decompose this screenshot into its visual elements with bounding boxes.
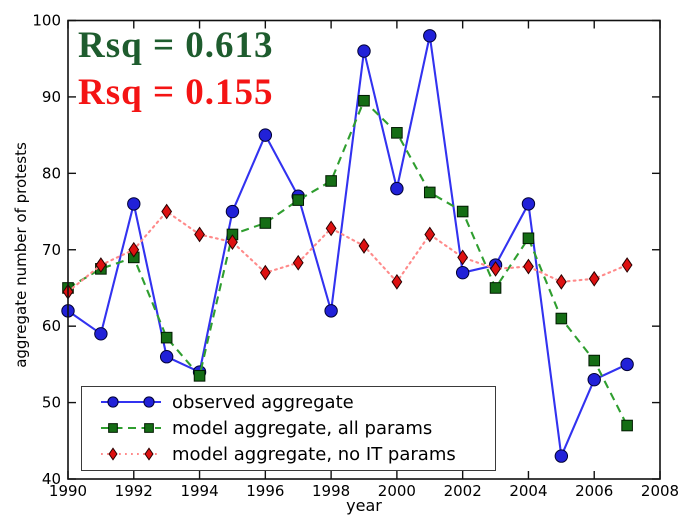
svg-text:80: 80 [42,164,61,182]
svg-text:1994: 1994 [180,482,218,500]
legend-label: model aggregate, all params [172,417,433,439]
svg-text:70: 70 [42,241,61,259]
svg-text:1998: 1998 [312,482,350,500]
legend-item-model-all-params: model aggregate, all params [82,416,495,441]
svg-text:2004: 2004 [509,482,547,500]
legend-line-square-icon [101,423,161,433]
svg-text:2000: 2000 [378,482,416,500]
legend-label: observed aggregate [172,391,354,413]
svg-text:1990: 1990 [49,482,87,500]
legend: observed aggregate model aggregate, all … [81,386,496,471]
legend-item-observed-aggregate: observed aggregate [82,390,495,415]
svg-text:1996: 1996 [246,482,284,500]
svg-text:2008: 2008 [641,482,679,500]
legend-item-model-no-it-params: model aggregate, no IT params [82,442,495,467]
legend-label: model aggregate, no IT params [172,443,456,465]
legend-line-circle-icon [101,396,161,408]
svg-text:2002: 2002 [444,482,482,500]
svg-text:90: 90 [42,88,61,106]
rsq-annotation-no-it-params: Rsq = 0.155 [78,72,274,113]
rsq-annotation-all-params: Rsq = 0.613 [78,25,274,66]
x-axis-label: year [346,496,382,515]
svg-text:1992: 1992 [115,482,153,500]
svg-text:60: 60 [42,317,61,335]
svg-text:2006: 2006 [575,482,613,500]
svg-text:40: 40 [42,470,61,488]
svg-text:100: 100 [32,12,61,30]
legend-line-diamond-icon [101,447,161,461]
y-axis-label: aggregate number of protests [12,142,30,368]
svg-text:50: 50 [42,394,61,412]
